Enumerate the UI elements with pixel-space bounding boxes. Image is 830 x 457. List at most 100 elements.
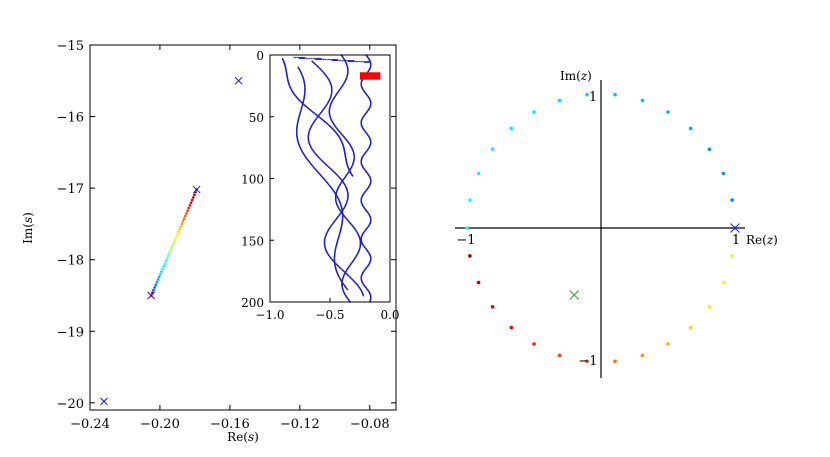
left-path-point bbox=[176, 233, 179, 236]
inset-curves bbox=[281, 54, 372, 303]
inset-xtick-label: 0.0 bbox=[380, 308, 399, 322]
left-xtick-label: −0.20 bbox=[140, 417, 180, 432]
right-ylabel-var: z bbox=[580, 69, 588, 83]
left-ytick-label: −16 bbox=[57, 111, 84, 126]
inset-curve-point bbox=[326, 58, 328, 61]
x-marker-stroke-b bbox=[147, 291, 156, 300]
inset-curve-point bbox=[313, 57, 316, 60]
tick-neg-one-y: −1 bbox=[578, 354, 597, 369]
inset-xtick-label: −0.5 bbox=[315, 308, 344, 322]
unit-circle-plot: −1 1 1 −1 Re(z) Im(z) bbox=[455, 69, 778, 378]
inset-curve-point bbox=[341, 59, 344, 62]
left-ticks: −0.24 −0.20 −0.16 −0.12 −0.08 −15 −16 −17 −18 −19… bbox=[57, 39, 396, 432]
unit-circle-point bbox=[613, 359, 617, 364]
left-main-plot: −0.24 −0.20 −0.16 −0.12 −0.08 −15 −16 −17 −18 −19… bbox=[21, 39, 397, 444]
inset-curve-point bbox=[335, 59, 337, 62]
inset-curve-point bbox=[352, 60, 355, 63]
left-xlabel-var: s bbox=[248, 430, 254, 444]
inset-curve-point bbox=[321, 58, 323, 61]
left-ytick-label: −17 bbox=[57, 182, 84, 197]
unit-circle-point bbox=[476, 280, 481, 285]
inset-curve-point bbox=[295, 56, 297, 59]
left-ylabel-im: Im( bbox=[21, 223, 35, 244]
left-path-point bbox=[168, 251, 171, 255]
inset-curve-point bbox=[305, 57, 307, 60]
left-path-point bbox=[154, 283, 158, 287]
left-path-point bbox=[186, 209, 189, 213]
left-path-point bbox=[178, 227, 181, 231]
left-path-point bbox=[181, 220, 185, 223]
left-ytick-label: −20 bbox=[57, 397, 84, 412]
inset-curve-point bbox=[322, 58, 325, 61]
left-xlabel-close: ) bbox=[254, 430, 259, 444]
unit-circle-point bbox=[730, 254, 734, 258]
x-marker-stroke-b bbox=[730, 223, 740, 233]
x-marker-stroke-b bbox=[234, 76, 243, 85]
unit-circle-point bbox=[730, 198, 734, 202]
inset-curve-point bbox=[307, 57, 309, 60]
left-xtick-label: −0.12 bbox=[280, 417, 320, 432]
left-path-point bbox=[158, 273, 162, 276]
right-xlabel-close: ) bbox=[773, 233, 778, 247]
inset-xtick-label: −1.0 bbox=[255, 308, 284, 322]
unit-circle-point bbox=[468, 198, 472, 202]
inset-background bbox=[270, 55, 390, 302]
left-path-point bbox=[174, 235, 178, 239]
inset-curve-point bbox=[357, 60, 359, 63]
right-y-axis-label: Im(z) bbox=[560, 69, 592, 83]
x-marker bbox=[192, 185, 201, 194]
right-x-axis-label: Re(z) bbox=[746, 233, 778, 247]
inset-curve-point bbox=[362, 295, 365, 297]
left-xtick-label: −0.08 bbox=[350, 417, 390, 432]
x-marker bbox=[730, 223, 740, 233]
left-path-point bbox=[161, 267, 164, 271]
inset-plot: −1.0 −0.5 0.0 0 50 100 150 200 bbox=[241, 49, 399, 322]
unit-circle-point bbox=[509, 126, 514, 131]
left-path-point bbox=[180, 222, 184, 226]
inset-curve-point bbox=[354, 60, 356, 63]
inset-curve-point bbox=[329, 58, 331, 61]
inset-curve-point bbox=[362, 61, 364, 63]
unit-circle-points bbox=[465, 92, 737, 364]
unit-circle-point bbox=[613, 92, 617, 97]
inset-curve-point bbox=[302, 57, 305, 60]
unit-circle-point bbox=[476, 171, 481, 176]
inset-curve-point bbox=[293, 56, 295, 59]
unit-circle-point bbox=[557, 353, 562, 358]
left-y-axis-label: Im(s) bbox=[21, 212, 35, 244]
inset-ticks: −1.0 −0.5 0.0 0 50 100 150 200 bbox=[241, 49, 399, 322]
left-path-point bbox=[160, 270, 163, 273]
inset-curve-point bbox=[365, 61, 367, 64]
left-path-point bbox=[166, 254, 170, 258]
inset-ytick-label: 50 bbox=[249, 111, 264, 125]
right-xlabel-re: Re( bbox=[746, 233, 767, 247]
unit-circle-point bbox=[666, 110, 670, 114]
left-x-axis-label: Re(s) bbox=[227, 430, 259, 444]
inset-curve-point bbox=[351, 60, 353, 63]
unit-circle-point bbox=[468, 254, 472, 258]
left-path-point bbox=[171, 243, 175, 247]
unit-circle-point bbox=[585, 359, 589, 364]
left-path-point bbox=[170, 246, 173, 250]
x-marker bbox=[569, 290, 580, 300]
inset-curve-point bbox=[318, 58, 320, 61]
inset-curve-point bbox=[296, 56, 299, 59]
inset-highlight-bar bbox=[360, 72, 381, 80]
unit-circle-point bbox=[490, 305, 495, 309]
left-xtick-label: −0.24 bbox=[70, 417, 110, 432]
unit-circle-point bbox=[721, 280, 726, 285]
left-path-point bbox=[191, 196, 195, 199]
tick-neg-one-x: −1 bbox=[456, 233, 475, 248]
unit-circle-point bbox=[688, 325, 693, 330]
left-path-point bbox=[187, 206, 191, 210]
unit-circle-point bbox=[721, 171, 726, 176]
left-path-point bbox=[156, 278, 160, 281]
left-path-point bbox=[179, 225, 183, 228]
left-path-point bbox=[182, 217, 186, 220]
left-path-point bbox=[190, 198, 194, 202]
unit-circle-point bbox=[465, 226, 469, 230]
inset-curve-point bbox=[333, 59, 335, 62]
left-path-point bbox=[155, 280, 159, 284]
unit-circle-point bbox=[585, 92, 589, 97]
